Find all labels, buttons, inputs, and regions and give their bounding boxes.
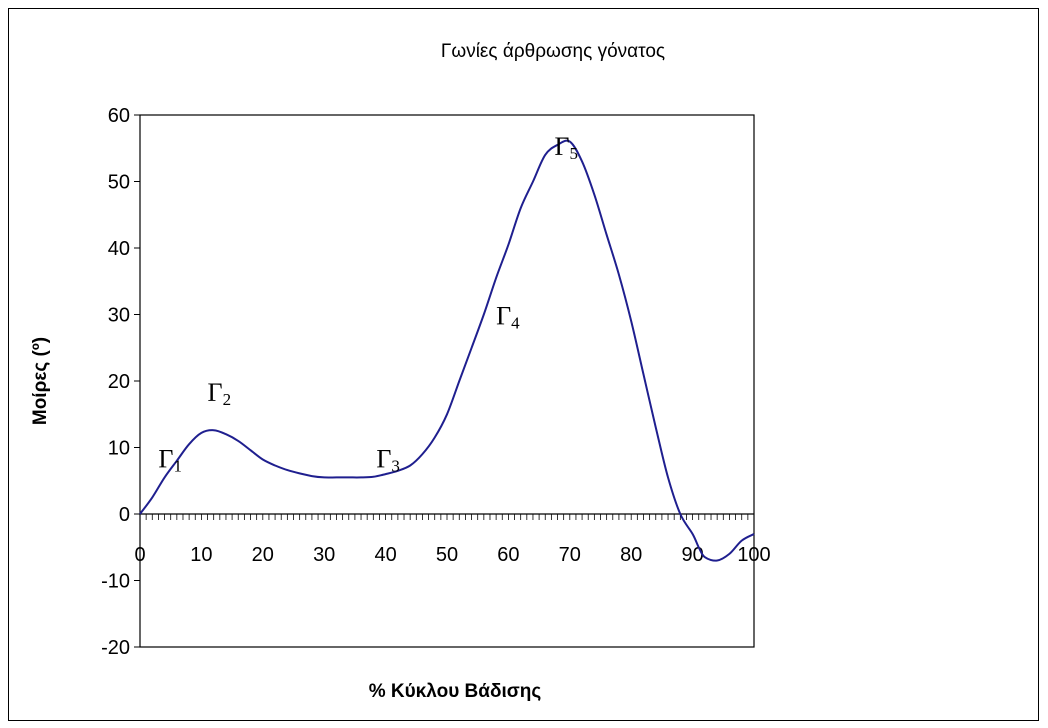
y-tick-label: -20 <box>101 637 130 659</box>
annotation-main: Γ <box>376 444 391 473</box>
x-tick-label: 50 <box>436 544 458 566</box>
x-tick-label: 40 <box>374 544 396 566</box>
y-tick-label: -10 <box>101 571 130 593</box>
plot-area <box>139 114 755 648</box>
annotation-main: Γ <box>554 132 569 161</box>
y-tick-label: 50 <box>108 172 130 194</box>
y-tick-label: 0 <box>119 504 130 526</box>
annotation-label: Γ1 <box>158 444 182 475</box>
annotation-main: Γ <box>158 444 173 473</box>
annotation-main: Γ <box>208 378 223 407</box>
x-tick-label: 100 <box>737 544 770 566</box>
chart-frame <box>8 8 1039 721</box>
x-axis: 0 10 20 30 40 50 60 70 80 90 100 <box>134 513 771 566</box>
annotation-subscript: 1 <box>173 456 182 475</box>
annotation-subscript: 2 <box>223 390 232 409</box>
x-tick-label: 80 <box>620 544 642 566</box>
annotation-label: Γ3 <box>376 444 400 475</box>
series-line <box>139 139 755 562</box>
chart-title: Γωνίες άρθρωσης γόνατος <box>441 41 665 62</box>
y-tick-label: 60 <box>108 105 130 127</box>
x-tick-label: 0 <box>134 544 145 566</box>
annotation-subscript: 3 <box>391 456 400 475</box>
annotation-main: Γ <box>496 301 511 330</box>
x-tick-label: 70 <box>559 544 581 566</box>
y-tick-label: 20 <box>108 371 130 393</box>
y-tick-label: 40 <box>108 238 130 260</box>
annotation-label: Γ2 <box>208 378 232 409</box>
y-axis: 60 50 40 30 20 10 0 -10 -20 <box>101 105 140 659</box>
x-axis-label: % Κύκλου Βάδισης <box>369 681 542 702</box>
x-tick-label: 30 <box>313 544 335 566</box>
annotation-label: Γ4 <box>496 301 520 332</box>
x-tick-label: 10 <box>190 544 212 566</box>
y-axis-label: Μοίρες (º) <box>30 337 51 425</box>
annotation-subscript: 4 <box>511 313 520 332</box>
y-tick-label: 30 <box>108 305 130 327</box>
annotation-subscript: 5 <box>569 144 578 163</box>
x-tick-label: 90 <box>681 544 703 566</box>
x-tick-label: 20 <box>252 544 274 566</box>
y-tick-label: 10 <box>108 438 130 460</box>
annotation-label: Γ5 <box>554 132 578 163</box>
x-tick-label: 60 <box>497 544 519 566</box>
